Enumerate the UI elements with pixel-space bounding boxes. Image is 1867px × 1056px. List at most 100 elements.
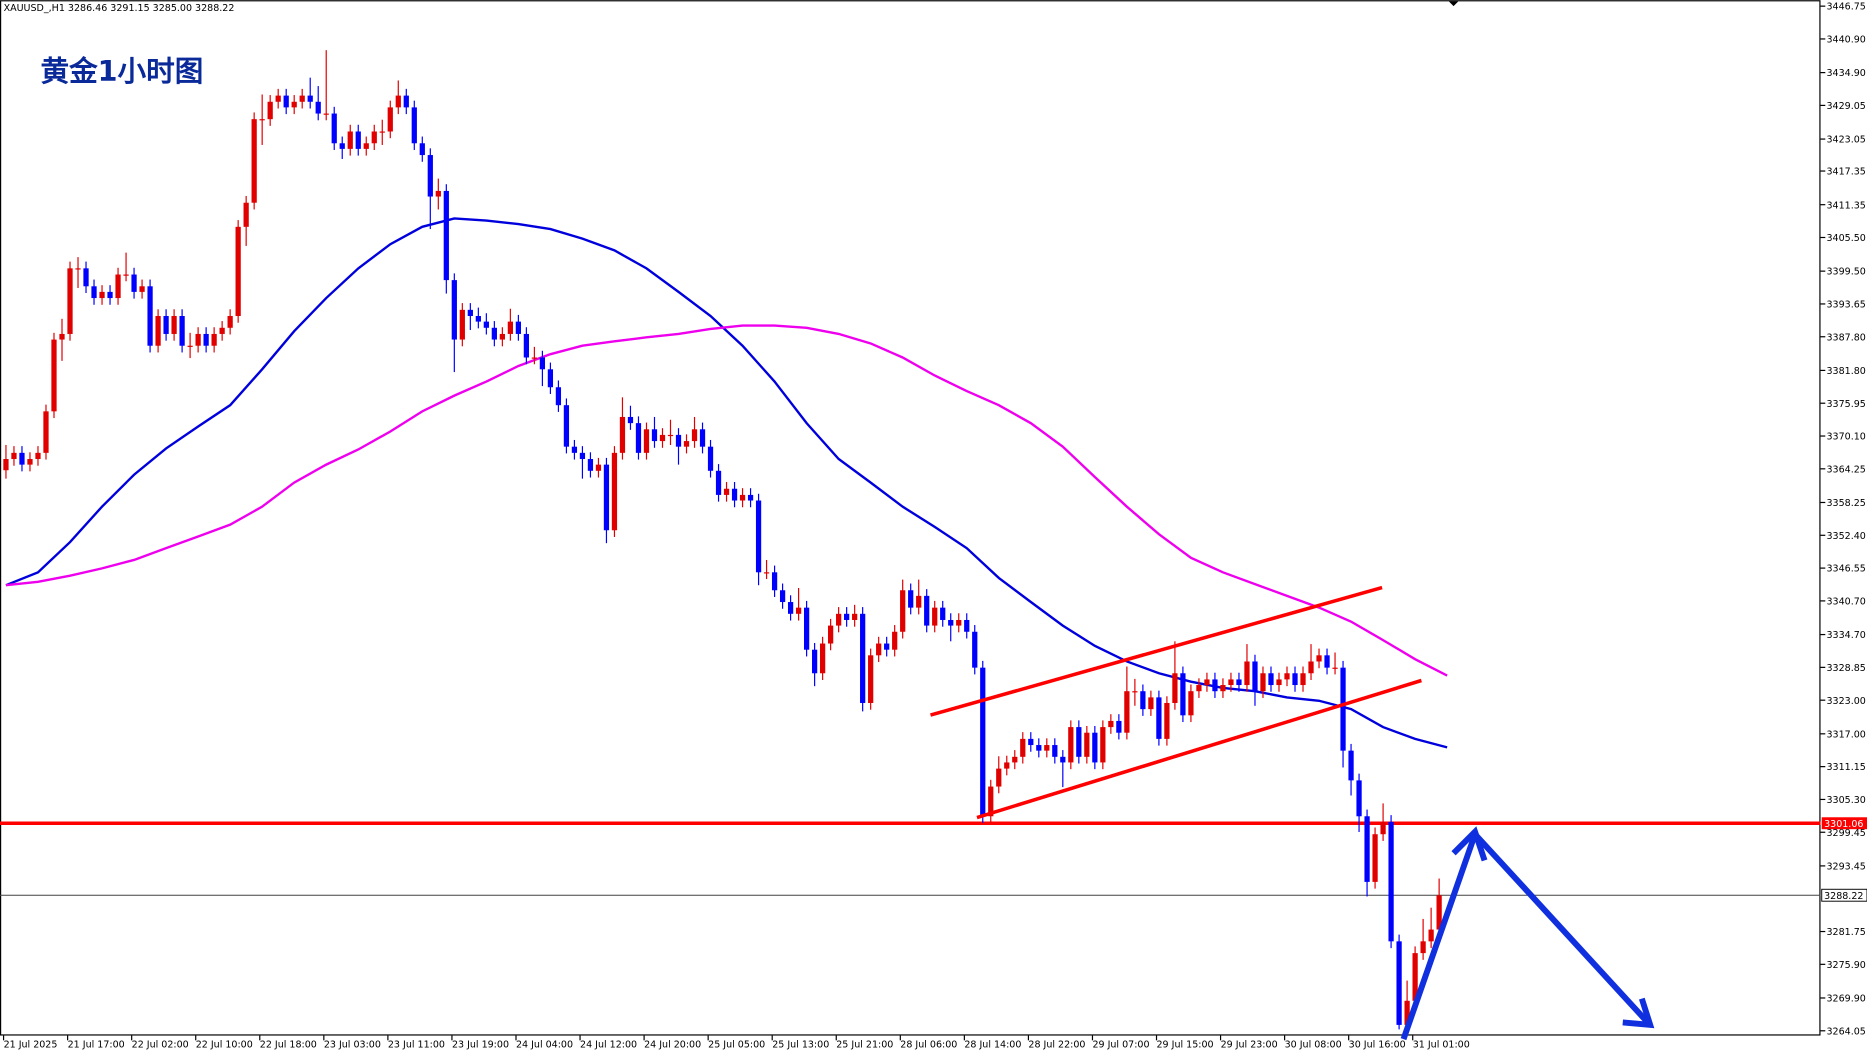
- candle-body: [291, 101, 297, 108]
- candle-body: [507, 321, 513, 334]
- annotations: [930, 1, 1655, 1041]
- candle-body: [1388, 821, 1394, 942]
- y-tick-label: 3440.90: [1826, 35, 1865, 46]
- candle-body: [1356, 780, 1362, 817]
- x-tick-label: 22 Jul 18:00: [260, 1039, 317, 1050]
- candle-body: [107, 291, 113, 299]
- candle-body: [387, 107, 393, 132]
- candle-body: [283, 95, 289, 108]
- candle-body: [587, 459, 594, 471]
- candle-body: [1044, 745, 1050, 751]
- candle-body: [267, 101, 273, 120]
- candle-body: [1268, 673, 1274, 686]
- candle-body: [123, 274, 129, 276]
- x-tick-label: 29 Jul 23:00: [1221, 1039, 1278, 1050]
- candle-body: [1284, 673, 1290, 680]
- y-tick-label: 3423.05: [1826, 135, 1865, 146]
- level-label: 3301.06: [1824, 819, 1863, 830]
- candle-body: [1012, 756, 1018, 763]
- candle-body: [940, 607, 946, 620]
- candle-body: [451, 280, 457, 340]
- symbol-info: XAUUSD_,H1 3286.46 3291.15 3285.00 3288.…: [4, 3, 235, 14]
- candle-body: [1404, 1000, 1410, 1025]
- x-tick-label: 24 Jul 20:00: [644, 1039, 701, 1050]
- x-tick-label: 28 Jul 06:00: [900, 1039, 957, 1050]
- arrow-head: [1622, 997, 1655, 1029]
- candle-body: [811, 649, 818, 674]
- candle-body: [723, 488, 730, 495]
- channel-upper: [930, 585, 1383, 717]
- candle-body: [1420, 941, 1426, 954]
- candle-body: [171, 316, 177, 334]
- candle-body: [99, 291, 105, 299]
- candle-body: [1308, 661, 1314, 674]
- candle-body: [1380, 821, 1386, 835]
- candle-body: [147, 286, 153, 346]
- candle-body: [83, 268, 89, 287]
- y-tick-label: 3393.65: [1826, 300, 1865, 311]
- candle-body: [908, 590, 914, 608]
- y-tick-label: 3311.15: [1826, 762, 1865, 773]
- x-tick-label: 22 Jul 02:00: [132, 1039, 189, 1050]
- candle-body: [852, 613, 858, 620]
- shift-marker: [1448, 1, 1459, 7]
- candle-body: [771, 572, 778, 591]
- y-tick-label: 3275.90: [1826, 960, 1865, 971]
- candle-body: [820, 643, 826, 674]
- candle-body: [876, 643, 882, 656]
- y-tick-label: 3299.45: [1826, 828, 1865, 839]
- candle-body: [964, 619, 970, 632]
- candle-body: [828, 625, 834, 644]
- candle-body: [715, 470, 722, 495]
- candle-body: [339, 143, 345, 149]
- candle-body: [1412, 953, 1418, 1001]
- candle-body: [1148, 697, 1154, 710]
- candle-body: [1124, 691, 1130, 733]
- candle-body: [1220, 685, 1226, 692]
- candle-body: [515, 321, 521, 334]
- candle-body: [1196, 685, 1202, 692]
- candle-body: [51, 339, 57, 412]
- candle-body: [1020, 738, 1026, 757]
- x-tick-label: 24 Jul 12:00: [580, 1039, 637, 1050]
- candle-body: [371, 131, 377, 144]
- candle-body: [707, 446, 714, 471]
- candle-body: [1140, 691, 1146, 710]
- candle-body: [900, 590, 906, 632]
- candle-body: [139, 286, 145, 292]
- candle-body: [916, 595, 922, 608]
- candle-body: [1228, 679, 1234, 686]
- y-tick-label: 3434.90: [1826, 68, 1865, 79]
- candle-body: [755, 500, 762, 573]
- candle-body: [27, 459, 33, 465]
- y-tick-label: 3305.30: [1826, 795, 1865, 806]
- candle-body: [243, 202, 249, 227]
- candle-body: [972, 631, 978, 668]
- plot: [0, 50, 1821, 1030]
- candle-body: [1092, 732, 1098, 763]
- candle-body: [739, 494, 746, 501]
- candle-body: [155, 316, 161, 346]
- candle-body: [1028, 738, 1034, 746]
- candle-body: [35, 452, 41, 460]
- y-tick-label: 3446.75: [1826, 2, 1865, 13]
- candle-body: [1332, 667, 1338, 669]
- candle-body: [1212, 679, 1218, 692]
- candle-body: [443, 190, 449, 281]
- y-tick-label: 3375.95: [1826, 399, 1865, 410]
- candle-body: [651, 429, 658, 442]
- candle-body: [868, 655, 874, 703]
- candle-body: [563, 405, 570, 447]
- candle-body: [579, 452, 586, 460]
- candle-body: [355, 131, 361, 149]
- candle-body: [323, 113, 329, 115]
- candle-body: [19, 452, 25, 465]
- candle-body: [1364, 816, 1370, 882]
- candle-body: [836, 613, 842, 626]
- candle-body: [227, 316, 233, 328]
- candle-body: [763, 572, 770, 574]
- candle-body: [1436, 895, 1442, 930]
- candle-body: [1052, 745, 1058, 757]
